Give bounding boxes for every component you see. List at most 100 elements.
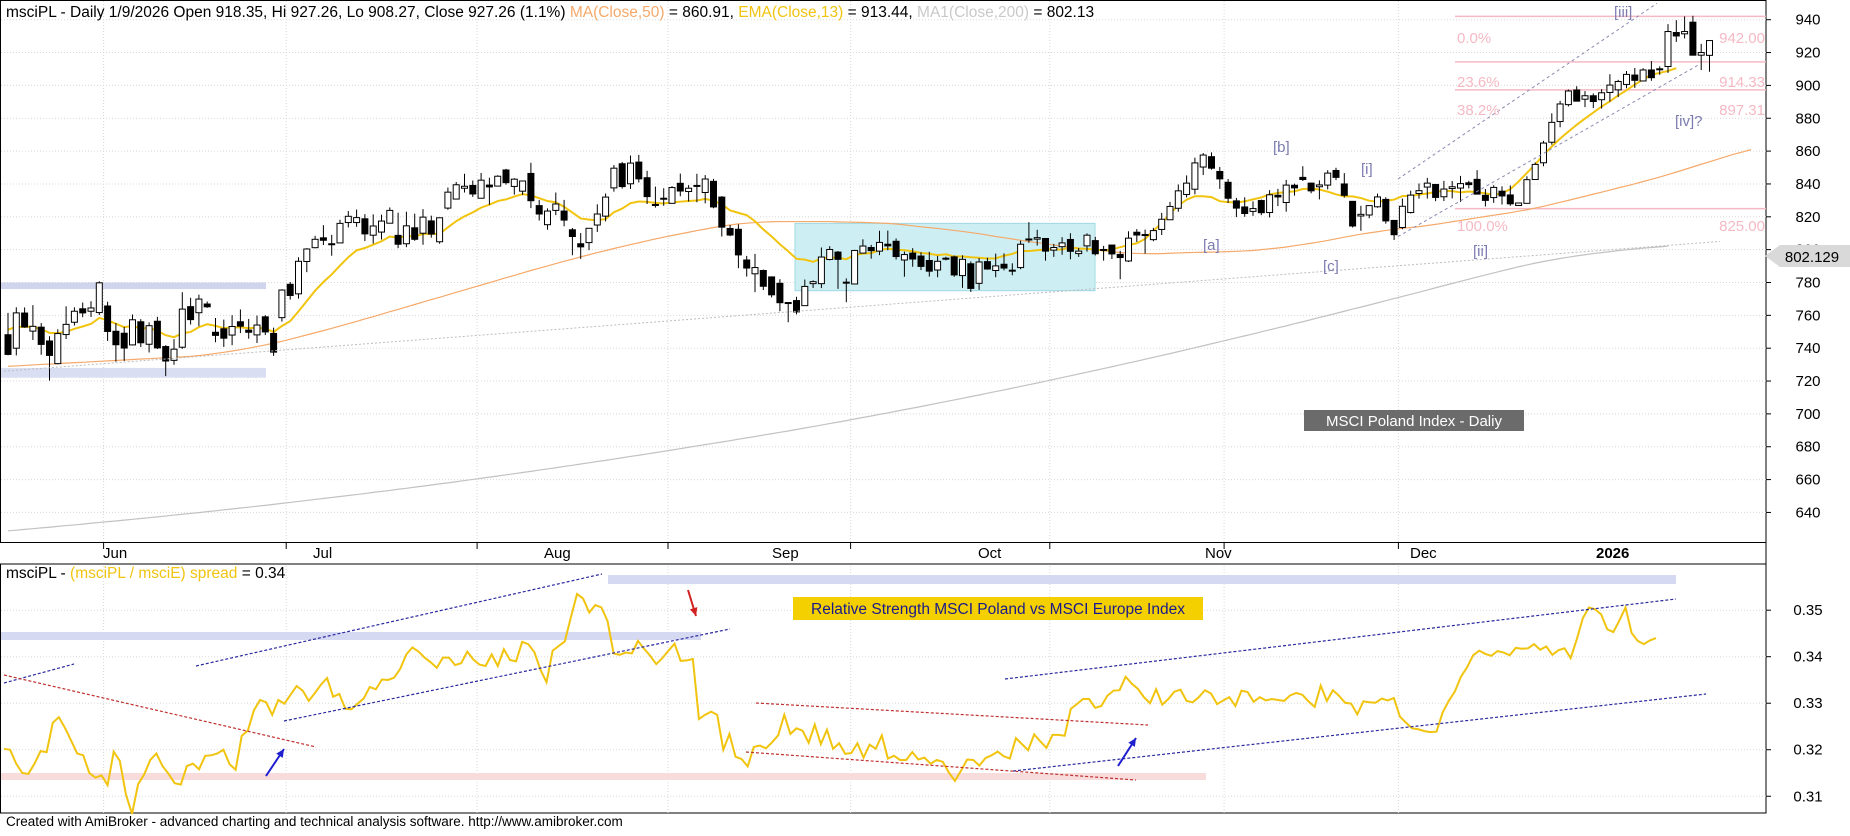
candle-body-down (793, 300, 800, 313)
month-label: Dec (1410, 545, 1437, 562)
candle-body-down (1340, 183, 1348, 196)
candle-body-down (967, 263, 975, 289)
fib-percent-label: 0.0% (1457, 30, 1491, 47)
candle-body-up (1531, 163, 1539, 181)
candle (1407, 190, 1415, 214)
month-label: 2026 (1596, 545, 1629, 562)
candle-body-up (1556, 103, 1564, 123)
candle-body-down (1299, 176, 1307, 181)
candle-body-up (295, 260, 302, 295)
candle (527, 162, 535, 209)
candle-body-down (983, 261, 991, 270)
candle (635, 154, 643, 183)
candle (809, 280, 817, 288)
candle-body-down (162, 346, 170, 362)
price-tick-label: 820 (1795, 209, 1820, 226)
candle (1008, 263, 1016, 276)
candle (502, 168, 510, 185)
arrow-head (276, 749, 284, 758)
candle (353, 209, 361, 227)
candle (477, 172, 485, 199)
candle-body-down (676, 182, 684, 192)
candle (876, 230, 883, 256)
candle-body-down (1498, 190, 1506, 197)
candle (444, 187, 452, 210)
month-label: Nov (1205, 545, 1232, 562)
candle (203, 301, 211, 308)
candle-body-down (1232, 200, 1240, 209)
fib-percent-label: 23.6% (1457, 74, 1500, 91)
candle (378, 214, 385, 240)
candle-body-up (900, 254, 908, 261)
price-tick-label: 640 (1795, 504, 1820, 521)
candle (784, 302, 792, 323)
price-tick-label: 760 (1795, 307, 1820, 324)
candle-body-up (228, 326, 236, 336)
candle-body-up (1174, 190, 1182, 209)
candle-body-down (759, 270, 767, 287)
candle (29, 305, 37, 340)
candle-body-down (1506, 194, 1514, 205)
candle (245, 318, 253, 339)
ema13-line (7, 67, 1677, 339)
ma50-label: MA(Close,50) (570, 4, 665, 21)
candle (1349, 200, 1357, 228)
candle-body-up (1324, 172, 1332, 186)
candle-body-down (651, 203, 659, 206)
candle-body-up (452, 184, 460, 200)
candle-body-down (1589, 95, 1597, 103)
candle (1523, 176, 1531, 204)
candle (220, 319, 228, 347)
candle-body-down (635, 161, 643, 180)
candle (1100, 245, 1108, 261)
candle-body-up (353, 217, 361, 224)
candle-body-up (1664, 31, 1672, 68)
candle (1241, 197, 1249, 217)
candle-body-down (1091, 240, 1099, 255)
blue-arrow-right (1117, 737, 1137, 767)
candle-body-down (1241, 206, 1249, 215)
month-label: Jul (313, 545, 332, 562)
candle (1664, 24, 1672, 73)
fib-percent-label: 100.0% (1457, 218, 1508, 235)
candle-body-up (378, 220, 385, 233)
candle (1457, 175, 1464, 202)
fib-price-label: 825.00 (1719, 218, 1765, 235)
candle (1573, 86, 1581, 102)
candle-body-up (386, 209, 394, 224)
candle-body-up (303, 248, 311, 262)
candle (1614, 79, 1622, 98)
candle-body-down (236, 321, 244, 327)
candle-body-up (1457, 183, 1464, 189)
indicator-lines (3, 67, 1752, 815)
candle (859, 239, 867, 254)
candle-body-down (245, 329, 253, 333)
candle (129, 314, 136, 346)
candle (1564, 89, 1572, 107)
candle-body-up (685, 187, 693, 193)
candle (261, 315, 269, 336)
spread-dash: - (56, 565, 70, 582)
candle (212, 317, 219, 343)
candle (834, 250, 842, 289)
candle (1232, 197, 1240, 218)
candle (228, 315, 236, 346)
grid-layer (1, 1, 1771, 813)
candle-body-down (153, 320, 161, 349)
candle (328, 234, 336, 256)
candle-body-up (1490, 186, 1498, 199)
candle (884, 230, 892, 251)
ma200-line (7, 245, 1669, 532)
elliott-wave-label: [ii] (1473, 243, 1488, 260)
candle (917, 252, 925, 271)
candle-body-up (817, 256, 825, 285)
candle-body-up (95, 282, 103, 314)
candle (1398, 198, 1406, 230)
candle (685, 185, 693, 202)
candle (867, 244, 875, 259)
candle-body-up (1398, 205, 1406, 228)
candle-body-up (851, 249, 859, 285)
candle-body-up (1008, 269, 1016, 272)
candle-body-up (12, 312, 20, 349)
